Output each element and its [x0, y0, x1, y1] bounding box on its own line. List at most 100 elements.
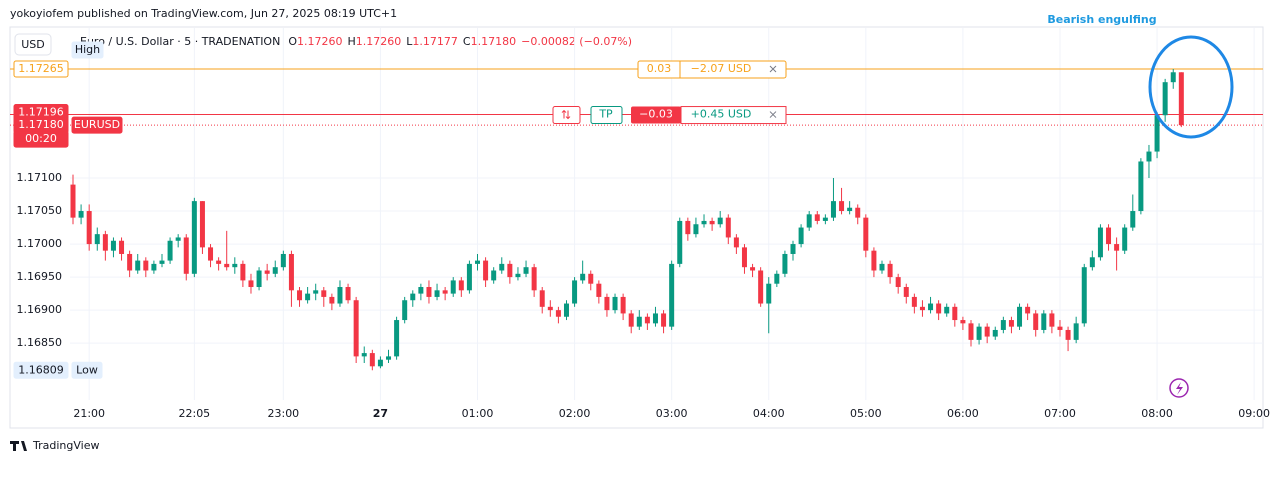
candle-body: [798, 227, 804, 245]
candle-body: [288, 253, 294, 291]
candle-body: [183, 237, 189, 274]
x-tick-label: 04:00: [753, 407, 785, 420]
x-tick-label: 09:00: [1238, 407, 1270, 420]
legend-change: −0.00082 (−0.07%): [521, 35, 632, 48]
candle-body: [491, 270, 497, 281]
candle-body: [555, 310, 561, 317]
x-tick-label: 05:00: [850, 407, 882, 420]
candle-body: [531, 267, 537, 291]
candle-body: [450, 280, 456, 294]
stop-box[interactable]: [637, 60, 787, 79]
candle-body: [1130, 211, 1136, 228]
candle-body: [523, 267, 529, 274]
candle-body: [297, 290, 303, 301]
candle-body: [337, 287, 343, 304]
close-icon[interactable]: [769, 111, 777, 118]
legend-key: C: [463, 35, 471, 48]
candle-body: [369, 353, 375, 367]
candle-body: [741, 247, 747, 268]
low-badge-bg: [13, 361, 69, 379]
candle-body: [814, 214, 820, 221]
legend-value: 1.17260: [297, 35, 343, 48]
candle-body: [661, 313, 667, 327]
reverse-icon: [561, 109, 571, 120]
candle-body: [386, 356, 392, 360]
candle-body: [458, 280, 464, 291]
candle-body: [1122, 227, 1128, 251]
candle-body: [70, 184, 76, 218]
symbol-badge-bg: [71, 116, 123, 134]
candle-body: [539, 290, 545, 307]
legend-value: 1.17177: [412, 35, 458, 48]
candle-body: [677, 220, 683, 264]
currency-button[interactable]: [14, 33, 52, 56]
candle-body: [596, 283, 602, 297]
x-tick-label: 06:00: [947, 407, 979, 420]
candle-body: [377, 359, 383, 367]
low-label: Low: [76, 363, 98, 376]
candle-body: [329, 296, 335, 304]
candle-body: [1097, 227, 1103, 258]
reverse-button[interactable]: [552, 106, 581, 125]
candle-body: [652, 313, 658, 324]
candle-body: [515, 273, 521, 278]
candle-body: [644, 316, 650, 324]
x-tick-label: 02:00: [559, 407, 591, 420]
close-icon[interactable]: [769, 65, 777, 73]
tp-button[interactable]: [590, 106, 623, 125]
candle-body: [992, 329, 998, 337]
candle-body: [976, 326, 982, 340]
candle-body: [830, 201, 836, 218]
candle-body: [272, 267, 278, 274]
x-tick-label: 27: [373, 407, 388, 420]
candle-body: [903, 287, 909, 297]
legend-key: L: [406, 35, 413, 48]
candle-body: [442, 290, 448, 294]
candle-body: [620, 296, 626, 314]
close-ticks-box: [631, 106, 681, 124]
candle-body: [127, 253, 133, 271]
candle-body: [669, 263, 675, 327]
candle-body: [483, 260, 489, 281]
price-badge: 1.17196: [18, 106, 64, 119]
y-tick-label: 1.16850: [17, 336, 63, 349]
candle-body: [919, 306, 925, 311]
candle-body: [256, 270, 262, 288]
legend: Euro / U.S. Dollar · 5 · TRADENATION O1.1…: [80, 35, 632, 48]
close-amount-box[interactable]: [680, 106, 787, 125]
candle-body: [394, 320, 400, 357]
candle-body: [1170, 72, 1176, 83]
candle-body: [693, 224, 699, 235]
candle-body: [191, 201, 197, 274]
candle-body: [952, 306, 958, 321]
candle-body: [1178, 72, 1184, 126]
candle-body: [871, 250, 877, 271]
candle-body: [1162, 82, 1168, 116]
candle-body: [839, 201, 845, 212]
close-ticks: −0.03: [639, 108, 673, 121]
candle-body: [102, 234, 108, 251]
x-tick-label: 01:00: [462, 407, 494, 420]
candle-body: [151, 263, 157, 271]
candle-body: [1138, 161, 1144, 212]
candle-body: [86, 211, 92, 245]
candle-body: [717, 217, 723, 225]
x-tick-label: 07:00: [1044, 407, 1076, 420]
candle-body: [240, 263, 246, 281]
candle-body: [1106, 227, 1112, 245]
candle-body: [232, 263, 238, 268]
candle-body: [280, 253, 286, 268]
low-badge: 1.16809: [18, 363, 64, 376]
candle-body: [418, 287, 424, 294]
candle-body: [572, 280, 578, 304]
candle-body: [466, 263, 472, 291]
pane-border: [9, 26, 1264, 429]
high-label: High: [75, 43, 100, 56]
candle-body: [119, 240, 125, 254]
currency[interactable]: USD: [21, 38, 45, 51]
brand-logo: [10, 441, 27, 451]
candle-body: [1089, 257, 1095, 268]
candle-body: [758, 270, 764, 304]
candle-body: [1057, 326, 1063, 330]
